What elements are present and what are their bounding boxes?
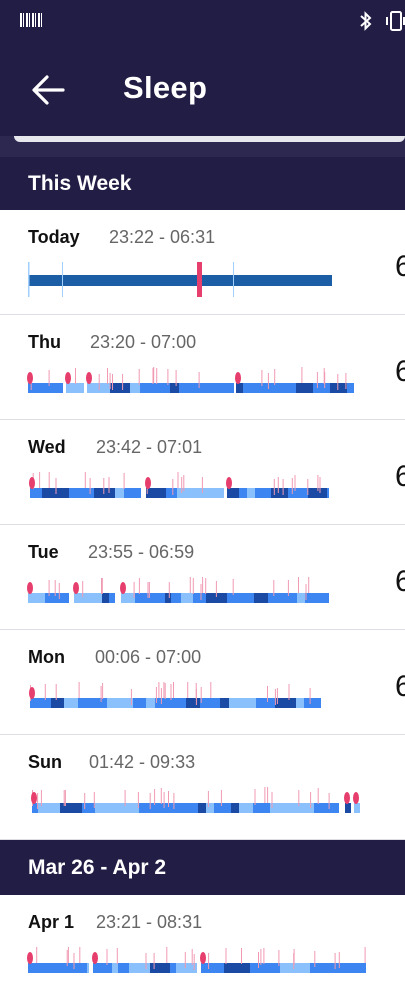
card-edge bbox=[14, 136, 405, 142]
sleep-graph bbox=[29, 682, 321, 708]
row-duration: 6 bbox=[395, 250, 405, 284]
sleep-graph bbox=[27, 947, 366, 973]
row-day: Sun bbox=[28, 752, 62, 772]
row-day: Apr 1 bbox=[28, 912, 75, 932]
row-time-range: 23:42 - 07:01 bbox=[96, 437, 203, 457]
sleep-graph bbox=[27, 367, 354, 393]
section-header-this-week: This Week bbox=[0, 157, 405, 210]
row-time-range: 23:21 - 08:31 bbox=[96, 912, 203, 932]
back-arrow-icon[interactable] bbox=[30, 72, 66, 108]
sleep-row-wed[interactable]: Wed 23:42 - 07:01 6 bbox=[0, 420, 405, 525]
section-header-mar-26-apr-2: Mar 26 - Apr 2 bbox=[0, 840, 405, 895]
row-day: Today bbox=[28, 227, 80, 247]
sleep-graph bbox=[28, 262, 332, 297]
row-time-range: 01:42 - 09:33 bbox=[89, 752, 196, 772]
row-duration: 6 bbox=[395, 565, 405, 599]
barcode-icon bbox=[20, 13, 42, 27]
row-day: Wed bbox=[28, 437, 66, 457]
sleep-graph bbox=[31, 787, 360, 813]
sleep-row-mon[interactable]: Mon 00:06 - 07:00 6 bbox=[0, 630, 405, 735]
row-day: Tue bbox=[28, 542, 59, 562]
sleep-row-today[interactable]: Today 23:22 - 06:31 6 bbox=[0, 210, 405, 315]
sleep-graph bbox=[27, 577, 329, 603]
sleep-graph bbox=[29, 472, 329, 498]
row-time-range: 23:55 - 06:59 bbox=[88, 542, 195, 562]
row-time-range: 23:22 - 06:31 bbox=[109, 227, 216, 247]
collapsed-card-strip bbox=[0, 136, 405, 157]
sleep-row-thu[interactable]: Thu 23:20 - 07:00 6 bbox=[0, 315, 405, 420]
row-time-range: 23:20 - 07:00 bbox=[90, 332, 197, 352]
row-duration: 6 bbox=[395, 670, 405, 704]
row-duration: 6 bbox=[395, 355, 405, 389]
row-day: Mon bbox=[28, 647, 65, 667]
row-duration: 6 bbox=[395, 460, 405, 494]
sleep-row-apr-1[interactable]: Apr 1 23:21 - 08:31 bbox=[0, 895, 405, 999]
row-day: Thu bbox=[28, 332, 61, 352]
status-bar bbox=[0, 0, 405, 42]
sleep-row-tue[interactable]: Tue 23:55 - 06:59 6 bbox=[0, 525, 405, 630]
vibrate-icon bbox=[386, 11, 405, 31]
app-bar: Sleep bbox=[0, 42, 405, 136]
bluetooth-icon bbox=[360, 11, 372, 31]
page-title: Sleep bbox=[123, 70, 208, 105]
sleep-row-sun[interactable]: Sun 01:42 - 09:33 bbox=[0, 735, 405, 840]
row-time-range: 00:06 - 07:00 bbox=[95, 647, 202, 667]
